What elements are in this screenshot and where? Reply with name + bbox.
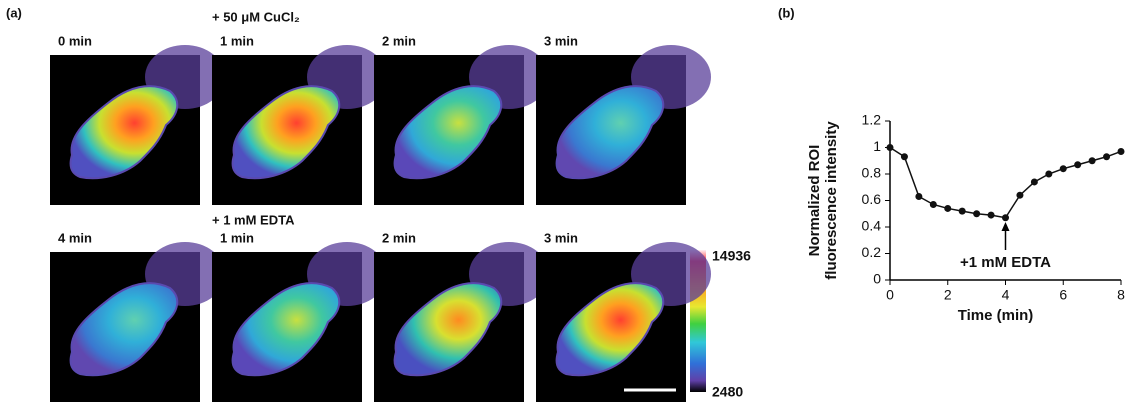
- y-tick-label: 1.2: [862, 112, 882, 128]
- panel-label: (b): [778, 5, 795, 20]
- panel-label: (a): [6, 5, 22, 20]
- data-point: [886, 144, 894, 151]
- data-point: [973, 210, 981, 218]
- y-tick-label: 0.6: [862, 191, 882, 207]
- treatment-label: + 50 μM CuCl₂: [212, 9, 300, 24]
- micrograph: [50, 242, 225, 402]
- x-tick-label: 0: [886, 287, 894, 303]
- cell: [555, 85, 665, 180]
- y-axis-label: Normalized ROI: [806, 145, 823, 257]
- frame-label: 2 min: [382, 33, 416, 48]
- data-point: [929, 200, 937, 208]
- data-point: [915, 193, 923, 201]
- x-tick-label: 6: [1059, 287, 1067, 303]
- colorbar-min: 2480: [712, 384, 743, 400]
- cell: [393, 85, 503, 180]
- y-tick-label: 0: [873, 271, 881, 287]
- data-point: [1045, 170, 1053, 178]
- annotation: +1 mM EDTA: [960, 254, 1051, 271]
- frame-label: 4 min: [58, 230, 92, 245]
- y-tick-label: 1: [873, 138, 881, 154]
- cell: [69, 85, 179, 180]
- micrograph: [212, 45, 387, 205]
- data-point: [900, 153, 908, 161]
- data-point: [1103, 153, 1111, 161]
- data-point: [1088, 157, 1096, 165]
- frame-label: 1 min: [220, 33, 254, 48]
- data-point: [987, 211, 995, 219]
- data-point: [1002, 214, 1009, 222]
- cell: [69, 282, 179, 377]
- colorbar-max: 14936: [712, 248, 751, 264]
- y-tick-label: 0.2: [862, 244, 882, 260]
- y-axis-label: fluorescence intensity: [823, 121, 840, 280]
- frame-label: 3 min: [544, 33, 578, 48]
- micrograph: [536, 242, 711, 402]
- data-point: [958, 207, 966, 215]
- data-point: [1117, 147, 1125, 155]
- arrow-head: [1001, 222, 1010, 231]
- x-tick-label: 4: [1002, 287, 1010, 303]
- data-point: [1074, 161, 1082, 169]
- y-tick-label: 0.4: [862, 218, 882, 234]
- data-point: [944, 204, 952, 212]
- cell: [555, 282, 665, 377]
- x-tick-label: 2: [944, 287, 952, 303]
- frame-label: 3 min: [544, 230, 578, 245]
- micrograph: [374, 242, 549, 402]
- micrograph: [212, 242, 387, 402]
- cell: [231, 85, 341, 180]
- treatment-label: + 1 mM EDTA: [212, 212, 295, 227]
- micrograph: [50, 45, 225, 205]
- micrograph: [374, 45, 549, 205]
- frame-label: 2 min: [382, 230, 416, 245]
- data-point: [1030, 178, 1038, 186]
- cell: [393, 282, 503, 377]
- x-axis-label: Time (min): [958, 307, 1034, 324]
- frame-label: 0 min: [58, 33, 92, 48]
- data-point: [1059, 165, 1067, 173]
- x-tick-label: 8: [1117, 287, 1125, 303]
- cell: [231, 282, 341, 377]
- y-tick-label: 0.8: [862, 165, 882, 181]
- micrograph: [536, 45, 711, 205]
- data-line: [889, 146, 1122, 219]
- data-point: [1016, 191, 1024, 199]
- frame-label: 1 min: [220, 230, 254, 245]
